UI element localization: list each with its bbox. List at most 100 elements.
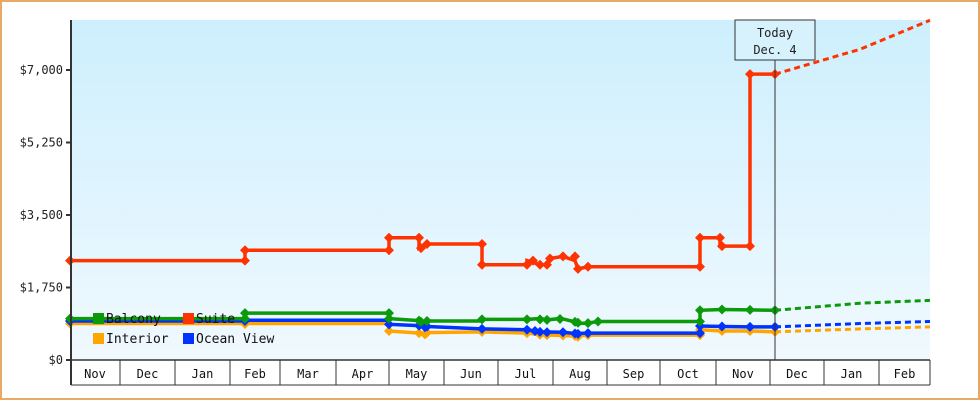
data-point-marker[interactable]: [745, 304, 755, 315]
data-point-marker[interactable]: [522, 314, 532, 325]
legend-label: Interior: [106, 332, 169, 347]
legend-swatch: [93, 313, 104, 324]
month-label: Jul: [515, 367, 537, 381]
data-point-marker[interactable]: [414, 232, 424, 243]
forecast-line: [774, 319, 931, 329]
data-point-marker[interactable]: [542, 327, 552, 338]
data-point-marker[interactable]: [573, 328, 583, 339]
data-point-marker[interactable]: [240, 313, 250, 324]
today-label: Today: [757, 26, 793, 40]
data-point-marker[interactable]: [695, 305, 705, 316]
legend: Balcony Suite Interior Ocean View: [93, 312, 274, 347]
month-label: May: [406, 367, 428, 381]
y-tick-label: $5,250: [20, 136, 63, 150]
legend-item-ocean-view[interactable]: Ocean View: [183, 332, 274, 347]
month-label: Dec: [137, 367, 159, 381]
month-label: Nov: [84, 367, 106, 381]
y-tick-label: $7,000: [20, 63, 63, 77]
data-point-marker[interactable]: [240, 245, 250, 256]
month-label: Jan: [841, 367, 863, 381]
data-point-marker[interactable]: [384, 232, 394, 243]
month-label: Jun: [460, 367, 482, 381]
legend-swatch: [183, 333, 194, 344]
x-axis-months: Nov Dec Jan Feb Mar Apr May Jun Jul Aug Sep Oct Nov D…: [71, 359, 931, 386]
data-point-marker[interactable]: [522, 259, 532, 270]
data-point-marker[interactable]: [573, 317, 583, 328]
data-point-marker[interactable]: [416, 316, 426, 327]
month-label: Oct: [677, 367, 699, 381]
data-point-marker[interactable]: [545, 253, 555, 264]
data-point-marker[interactable]: [528, 255, 538, 266]
forecast-line: [774, 298, 931, 312]
data-point-marker[interactable]: [745, 69, 755, 80]
today-date: Dec. 4: [753, 43, 796, 57]
data-point-marker[interactable]: [583, 261, 593, 272]
data-point-marker[interactable]: [555, 313, 565, 324]
data-point-marker[interactable]: [695, 232, 705, 243]
month-label: Feb: [894, 367, 916, 381]
data-point-marker[interactable]: [240, 255, 250, 266]
today-marker: Today Dec. 4: [734, 19, 816, 360]
data-point-marker[interactable]: [384, 245, 394, 256]
month-label: Jan: [192, 367, 214, 381]
data-point-marker[interactable]: [240, 308, 250, 319]
data-point-marker[interactable]: [715, 232, 725, 243]
data-point-marker[interactable]: [477, 239, 487, 249]
month-label: Nov: [732, 367, 754, 381]
data-point-marker[interactable]: [695, 328, 705, 339]
legend-label: Suite: [196, 312, 235, 327]
month-label: Mar: [297, 367, 319, 381]
forecast-line: [774, 325, 931, 334]
data-point-marker[interactable]: [535, 259, 545, 270]
data-point-marker[interactable]: [535, 326, 545, 337]
data-point-marker[interactable]: [422, 239, 432, 249]
data-point-marker[interactable]: [695, 316, 705, 327]
data-point-marker[interactable]: [422, 316, 432, 327]
data-point-marker[interactable]: [745, 321, 755, 332]
legend-item-interior[interactable]: Interior: [93, 332, 169, 347]
data-point-marker[interactable]: [583, 318, 593, 329]
data-point-marker[interactable]: [573, 263, 583, 274]
legend-label: Balcony: [106, 312, 161, 327]
month-label: Aug: [569, 367, 591, 381]
data-point-marker[interactable]: [745, 241, 755, 252]
data-point-marker[interactable]: [535, 314, 545, 325]
y-tick-label: $3,500: [20, 208, 63, 222]
series-lines: [65, 18, 931, 342]
data-point-marker[interactable]: [695, 261, 705, 272]
legend-item-balcony[interactable]: Balcony: [93, 312, 161, 327]
data-point-marker[interactable]: [717, 241, 727, 252]
data-point-marker[interactable]: [558, 327, 568, 338]
legend-item-suite[interactable]: Suite: [183, 312, 235, 327]
legend-label: Ocean View: [196, 332, 274, 347]
month-label: Apr: [352, 367, 374, 381]
data-point-marker[interactable]: [384, 326, 394, 336]
legend-swatch: [183, 313, 194, 324]
data-point-marker[interactable]: [558, 251, 568, 262]
month-label: Sep: [623, 367, 645, 381]
data-point-marker[interactable]: [384, 308, 394, 319]
plot-area: [71, 20, 930, 360]
data-point-marker[interactable]: [477, 259, 487, 270]
y-tick-label: $0: [49, 353, 63, 367]
series-suite: [65, 18, 931, 274]
data-point-marker[interactable]: [477, 314, 487, 325]
data-point-marker[interactable]: [384, 319, 394, 330]
data-point-marker[interactable]: [522, 324, 532, 335]
month-label: Feb: [244, 367, 266, 381]
data-point-marker[interactable]: [477, 323, 487, 334]
data-point-marker[interactable]: [717, 304, 727, 315]
data-point-marker[interactable]: [542, 314, 552, 325]
legend-swatch: [93, 333, 104, 344]
data-point-marker[interactable]: [593, 316, 603, 327]
today-box: [734, 19, 816, 61]
y-tick-label: $1,750: [20, 281, 63, 295]
data-point-marker[interactable]: [384, 313, 394, 324]
data-point-marker[interactable]: [570, 251, 580, 262]
data-point-marker[interactable]: [416, 243, 426, 254]
y-axis-ticks: $0 $1,750 $3,500 $5,250 $7,000: [20, 63, 71, 367]
data-point-marker[interactable]: [717, 321, 727, 332]
month-label: Dec: [786, 367, 808, 381]
data-point-marker[interactable]: [583, 328, 593, 339]
